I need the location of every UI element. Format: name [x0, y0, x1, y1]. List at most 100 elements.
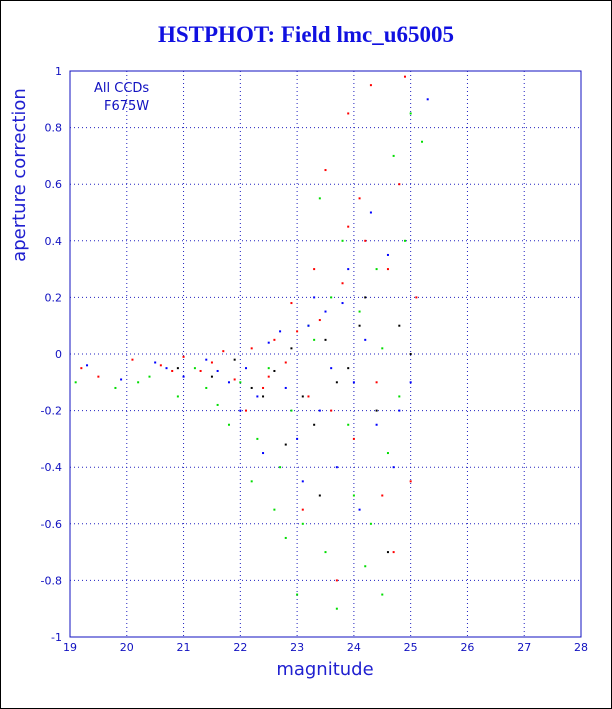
- data-point: [193, 367, 196, 370]
- data-point: [381, 593, 384, 596]
- data-point: [409, 480, 412, 483]
- data-point: [358, 197, 361, 200]
- data-point: [375, 268, 378, 271]
- x-tick-label: 25: [404, 641, 418, 654]
- data-point: [409, 381, 412, 384]
- y-tick-label: -1: [51, 631, 62, 644]
- data-point: [358, 310, 361, 313]
- data-point: [335, 607, 338, 610]
- data-point: [341, 239, 344, 242]
- data-point: [415, 296, 418, 299]
- data-point: [262, 386, 265, 389]
- data-point: [352, 437, 355, 440]
- data-point: [159, 364, 162, 367]
- data-point: [386, 268, 389, 271]
- data-point: [398, 395, 401, 398]
- data-point: [307, 324, 310, 327]
- data-point: [330, 409, 333, 412]
- data-point: [347, 112, 350, 115]
- data-point: [233, 378, 236, 381]
- data-point: [250, 386, 253, 389]
- y-tick-label: -0.6: [41, 518, 62, 531]
- data-point: [216, 369, 219, 372]
- data-point: [398, 183, 401, 186]
- data-point: [267, 375, 270, 378]
- data-point: [301, 395, 304, 398]
- data-point: [290, 302, 293, 305]
- data-point: [97, 375, 100, 378]
- data-point: [313, 423, 316, 426]
- data-point: [369, 522, 372, 525]
- data-point: [341, 282, 344, 285]
- data-point: [290, 347, 293, 350]
- data-point: [307, 395, 310, 398]
- data-point: [392, 551, 395, 554]
- data-point: [131, 358, 134, 361]
- data-point: [313, 268, 316, 271]
- data-point: [381, 494, 384, 497]
- data-point: [313, 296, 316, 299]
- x-axis-label: magnitude: [276, 659, 373, 680]
- data-point: [369, 84, 372, 87]
- data-point: [421, 140, 424, 143]
- data-point: [386, 452, 389, 455]
- data-point: [205, 358, 208, 361]
- y-tick-label: -0.4: [41, 461, 62, 474]
- y-tick-label: 1: [55, 65, 62, 78]
- y-tick-label: 0.2: [45, 291, 63, 304]
- annotation-filter: F675W: [104, 99, 149, 114]
- data-point: [137, 381, 140, 384]
- data-point: [176, 367, 179, 370]
- data-point: [154, 361, 157, 364]
- data-point: [222, 350, 225, 353]
- data-points: [74, 75, 429, 610]
- data-point: [256, 437, 259, 440]
- y-tick-labels: -1 -0.8 -0.6 -0.4 -0.2 0 0.2 0.4 0.6 0.8 1: [41, 65, 62, 644]
- data-point: [301, 522, 304, 525]
- x-tick-label: 20: [120, 641, 134, 654]
- data-point: [273, 338, 276, 341]
- data-point: [330, 367, 333, 370]
- data-point: [335, 466, 338, 469]
- data-point: [364, 296, 367, 299]
- data-point: [205, 386, 208, 389]
- data-point: [324, 338, 327, 341]
- y-tick-label: 0.8: [45, 122, 63, 135]
- data-point: [318, 409, 321, 412]
- data-point: [256, 395, 259, 398]
- data-point: [398, 324, 401, 327]
- data-point: [250, 480, 253, 483]
- data-point: [403, 75, 406, 78]
- data-point: [239, 409, 242, 412]
- data-point: [114, 386, 117, 389]
- x-tick-label: 19: [63, 641, 77, 654]
- data-point: [347, 268, 350, 271]
- data-point: [341, 302, 344, 305]
- plot-area: [69, 70, 582, 638]
- data-point: [284, 386, 287, 389]
- data-point: [80, 367, 83, 370]
- data-point: [347, 367, 350, 370]
- data-point: [409, 353, 412, 355]
- data-point: [318, 494, 321, 497]
- data-point: [284, 536, 287, 539]
- data-point: [284, 443, 287, 446]
- data-point: [375, 381, 378, 384]
- x-tick-label: 24: [347, 641, 361, 654]
- x-tick-label: 28: [574, 641, 588, 654]
- data-point: [324, 551, 327, 554]
- data-point: [369, 211, 372, 214]
- data-point: [301, 480, 304, 483]
- x-tick-label: 26: [460, 641, 474, 654]
- data-point: [86, 364, 89, 367]
- data-point: [426, 98, 429, 101]
- annotation-ccds: All CCDs: [94, 81, 149, 96]
- chart-title: HSTPHOT: Field lmc_u65005: [157, 22, 455, 47]
- data-point: [313, 338, 316, 341]
- data-point: [403, 239, 406, 242]
- data-point: [318, 319, 321, 322]
- data-point: [210, 361, 213, 364]
- data-point: [364, 338, 367, 341]
- data-point: [358, 324, 361, 327]
